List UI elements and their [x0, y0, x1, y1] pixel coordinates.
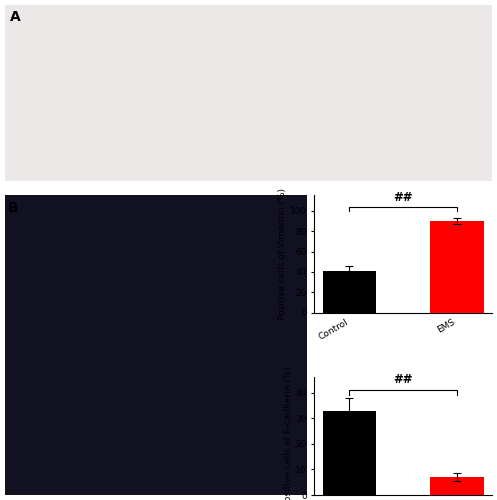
Text: ##: ## [394, 192, 413, 204]
Text: A: A [10, 10, 20, 24]
Y-axis label: Positive cells of E-cadherin (%): Positive cells of E-cadherin (%) [284, 366, 293, 500]
Y-axis label: Positive cells of Vimentin (%): Positive cells of Vimentin (%) [278, 188, 287, 320]
Bar [430, 477, 484, 495]
Text: ##: ## [394, 374, 413, 386]
Bar [323, 271, 376, 313]
Text: B: B [8, 202, 18, 215]
Bar [323, 410, 376, 495]
Bar [430, 221, 484, 313]
